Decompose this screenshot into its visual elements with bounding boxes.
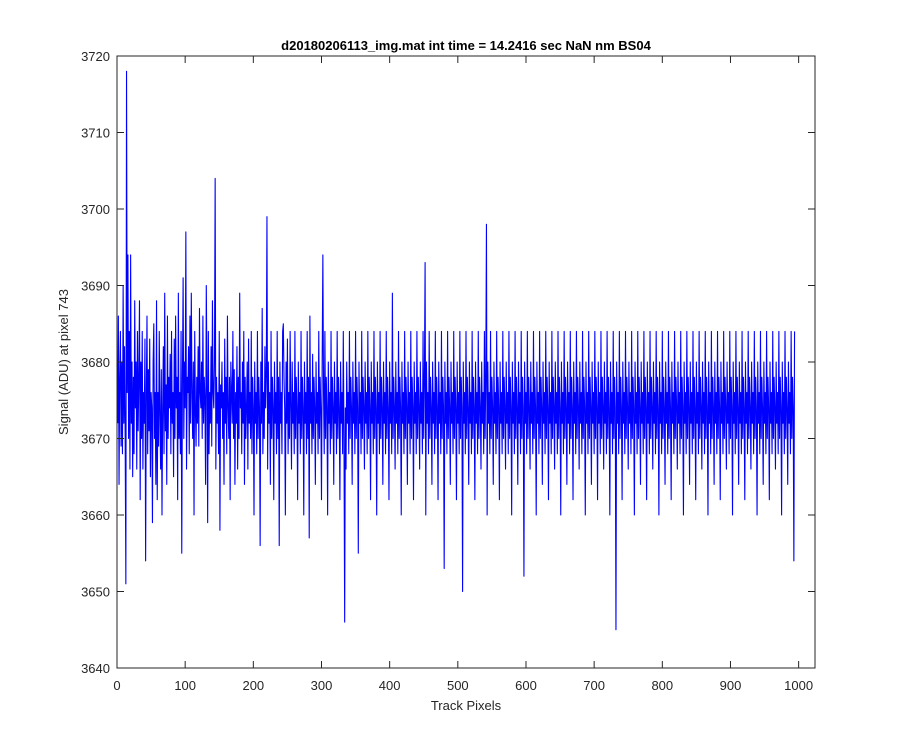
x-axis-label: Track Pixels — [431, 698, 502, 713]
y-tick-label: 3650 — [81, 585, 110, 600]
data-series-line — [117, 70, 796, 631]
chart-title: d20180206113_img.mat int time = 14.2416 … — [281, 38, 651, 53]
series-layer — [117, 70, 796, 631]
y-axis-ticks: 3640 3650 3660 3670 3680 3690 3700 3710 3720 — [81, 49, 815, 676]
x-tick-label: 200 — [242, 678, 264, 693]
y-tick-label: 3710 — [81, 126, 110, 141]
x-axis-ticks: 0 100 200 300 400 500 600 700 800 900 1000 — [113, 56, 813, 693]
x-tick-label: 700 — [583, 678, 605, 693]
x-tick-label: 100 — [174, 678, 196, 693]
y-tick-label: 3720 — [81, 49, 110, 64]
y-axis-label: Signal (ADU) at pixel 743 — [56, 289, 71, 435]
y-tick-label: 3700 — [81, 202, 110, 217]
y-tick-label: 3690 — [81, 279, 110, 294]
y-tick-label: 3660 — [81, 508, 110, 523]
x-tick-label: 800 — [651, 678, 673, 693]
y-tick-label: 3640 — [81, 661, 110, 676]
x-tick-label: 400 — [379, 678, 401, 693]
y-tick-label: 3680 — [81, 355, 110, 370]
x-tick-label: 1000 — [784, 678, 813, 693]
x-tick-label: 300 — [311, 678, 333, 693]
x-tick-label: 500 — [447, 678, 469, 693]
x-tick-label: 600 — [515, 678, 537, 693]
x-tick-label: 0 — [113, 678, 120, 693]
y-tick-label: 3670 — [81, 432, 110, 447]
x-tick-label: 900 — [720, 678, 742, 693]
